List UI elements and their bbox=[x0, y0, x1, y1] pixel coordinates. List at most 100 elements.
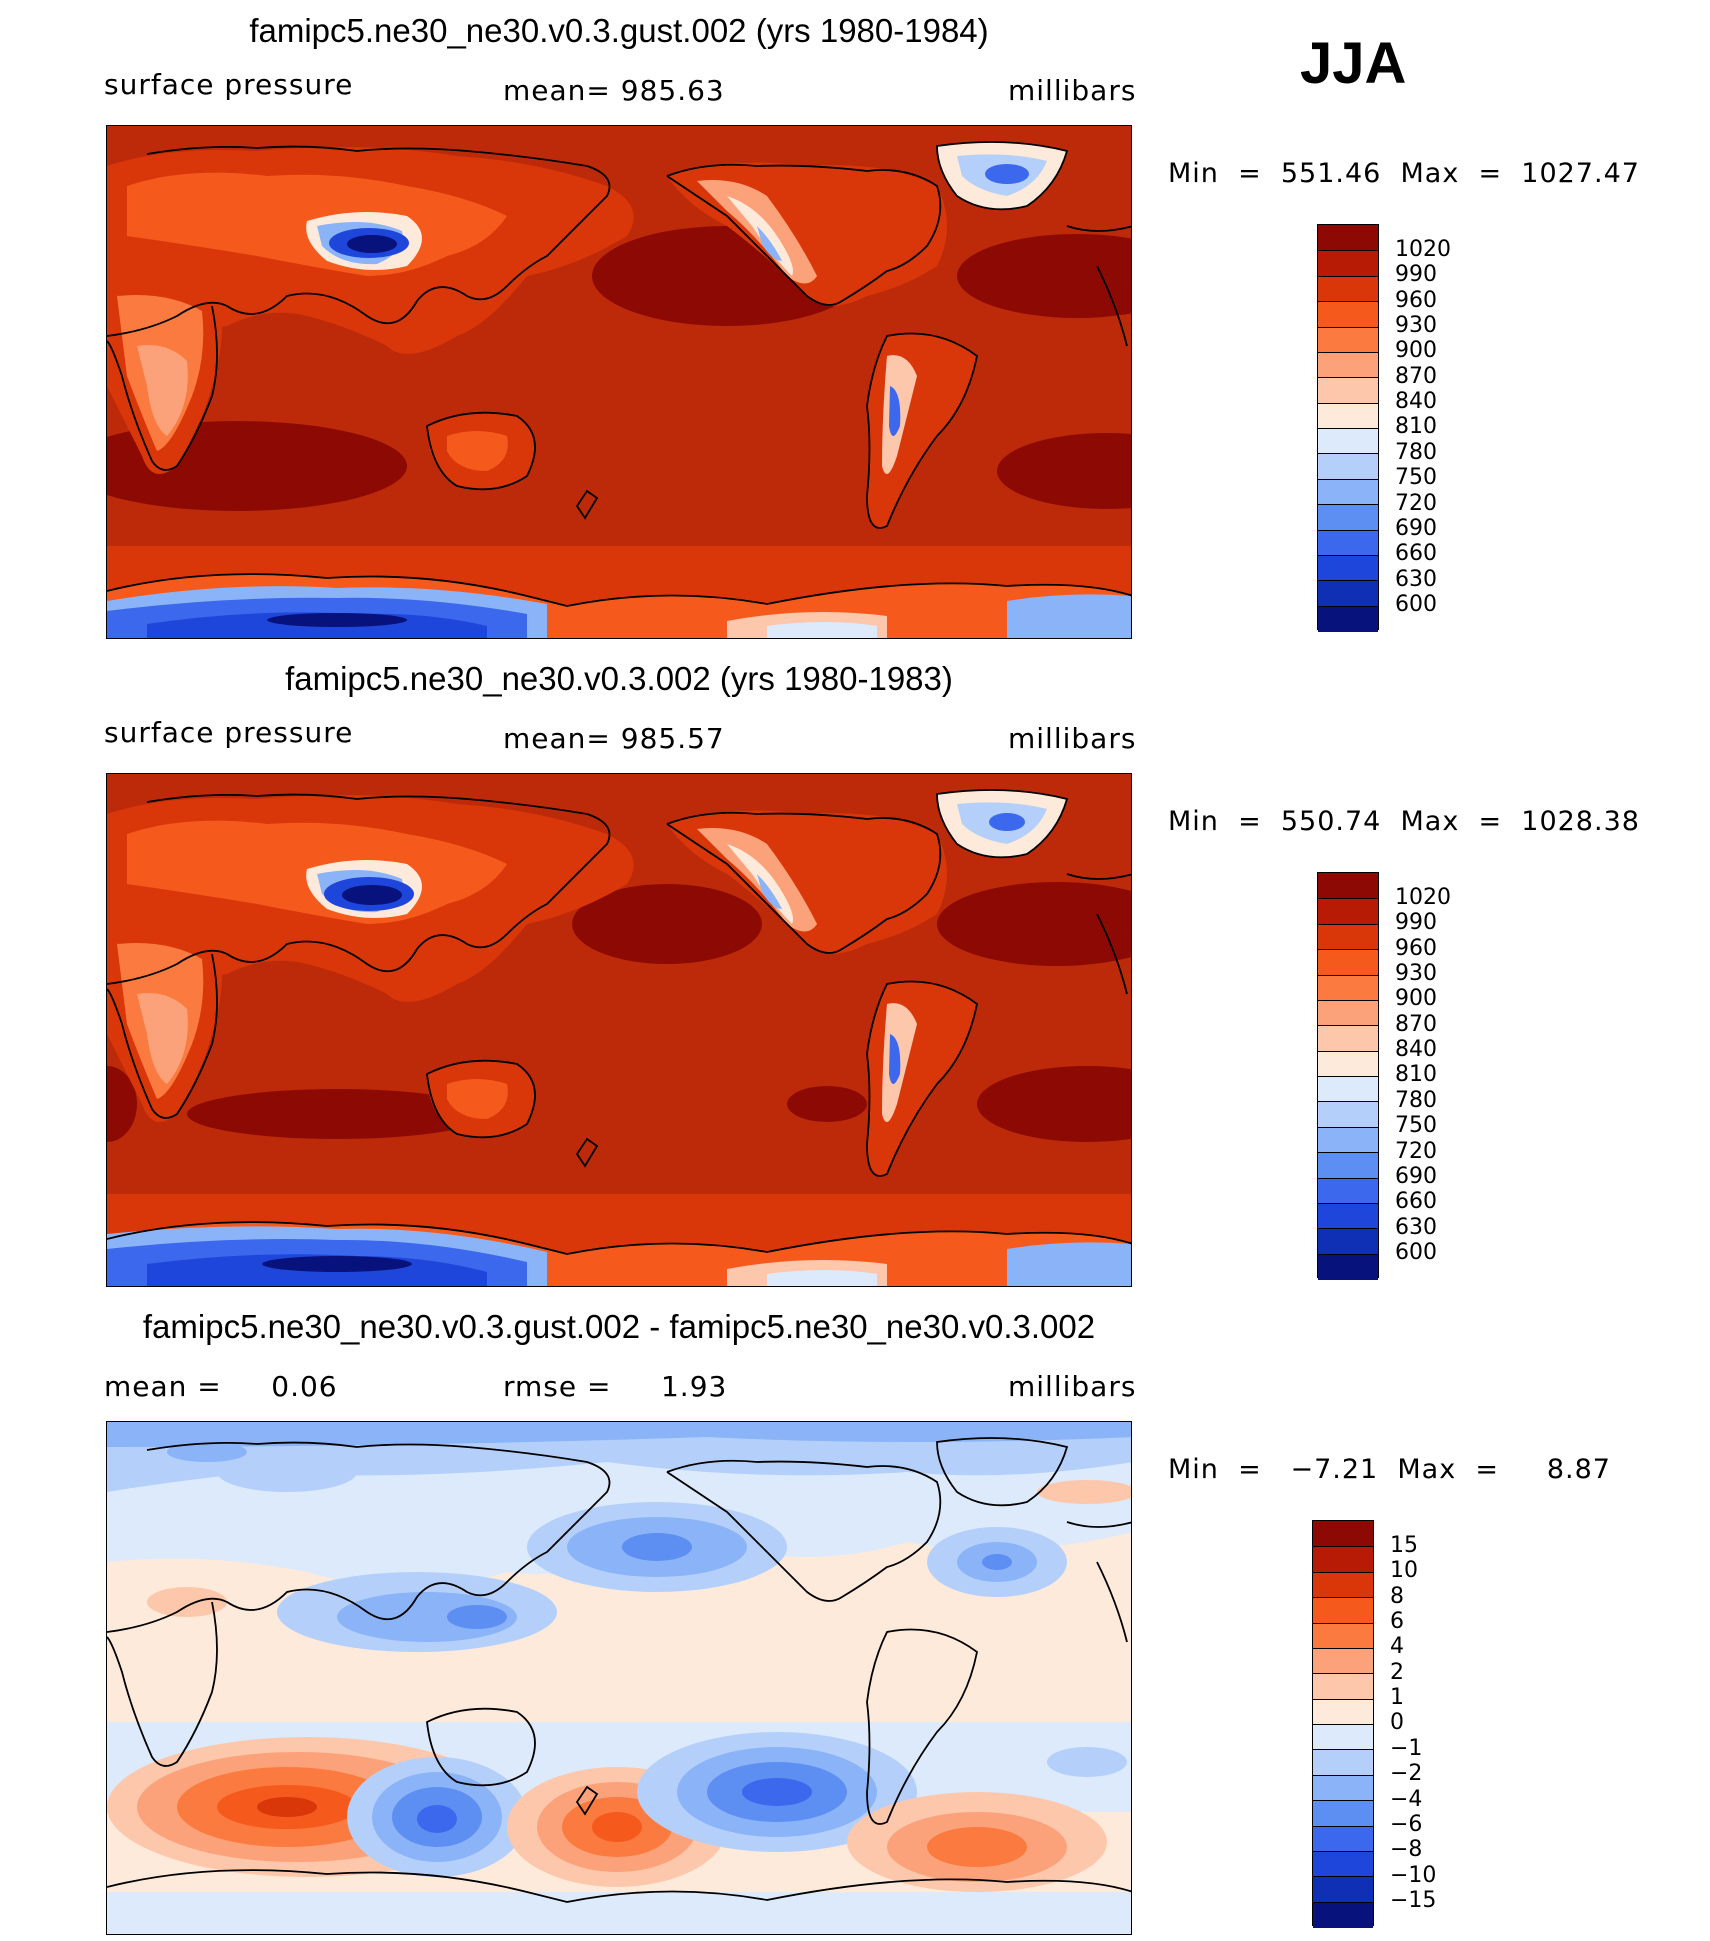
panel1-colorbar-swatch bbox=[1318, 351, 1378, 379]
panel3-colorbar-boxes bbox=[1312, 1520, 1374, 1928]
panel2-colorbar-swatch bbox=[1318, 923, 1378, 951]
panel1-colorbar-swatch bbox=[1318, 453, 1378, 480]
panel1-colorbar-swatch bbox=[1318, 250, 1378, 277]
panel1-colorbar-swatch bbox=[1318, 225, 1378, 251]
panel2-colorbar-swatch bbox=[1318, 1050, 1378, 1077]
panel1-units-label: millibars bbox=[1008, 74, 1137, 107]
panel3-colorbar-swatch bbox=[1313, 1597, 1373, 1624]
panel3-cbar-label: 2 bbox=[1390, 1660, 1404, 1685]
panel3-colorbar-swatch bbox=[1313, 1673, 1373, 1700]
panel2-cbar-label: 690 bbox=[1395, 1164, 1437, 1189]
panel3-colorbar-swatch bbox=[1313, 1774, 1373, 1802]
panel1-left-label: surface pressure bbox=[104, 68, 354, 101]
panel1-colorbar-swatch bbox=[1318, 428, 1378, 455]
panel3-cbar-label: −15 bbox=[1390, 1888, 1437, 1913]
panel1-cbar-label: 900 bbox=[1395, 338, 1437, 363]
panel2-colorbar-swatch bbox=[1318, 974, 1378, 1001]
panel2-cbar-label: 870 bbox=[1395, 1012, 1437, 1037]
panel2-left-label: surface pressure bbox=[104, 716, 354, 749]
panel1-cbar-label: 840 bbox=[1395, 389, 1437, 414]
panel3-cbar-label: 0 bbox=[1390, 1710, 1404, 1735]
panel1-cbar-label: 930 bbox=[1395, 313, 1437, 338]
panel3-cbar-label: −2 bbox=[1390, 1761, 1423, 1786]
panel3-colorbar-swatch bbox=[1313, 1825, 1373, 1852]
panel3-colorbar-swatch bbox=[1313, 1876, 1373, 1903]
panel2-cbar-label: 900 bbox=[1395, 986, 1437, 1011]
panel2-colorbar-swatch bbox=[1318, 1126, 1378, 1154]
panel3-cbar-label: −6 bbox=[1390, 1812, 1423, 1837]
panel1-colorbar-swatch bbox=[1318, 377, 1378, 404]
panel3-colorbar-swatch bbox=[1313, 1521, 1373, 1547]
panel3-colorbar-swatch bbox=[1313, 1647, 1373, 1675]
panel1-cbar-label: 990 bbox=[1395, 262, 1437, 287]
panel1-cbar-label: 600 bbox=[1395, 592, 1437, 617]
panel1-colorbar-boxes bbox=[1317, 224, 1379, 632]
panel3-cbar-label: −10 bbox=[1390, 1863, 1437, 1888]
panel2-colorbar-swatch bbox=[1318, 1025, 1378, 1052]
panel1-colorbar-swatch bbox=[1318, 554, 1378, 582]
panel2-colorbar-swatch bbox=[1318, 1228, 1378, 1255]
panel2-cbar-label: 750 bbox=[1395, 1113, 1437, 1138]
panel2-colorbar-swatch bbox=[1318, 873, 1378, 899]
panel2-colorbar-swatch bbox=[1318, 949, 1378, 976]
panel2-units-label: millibars bbox=[1008, 722, 1137, 755]
panel1-mean-label: mean= 985.63 bbox=[503, 74, 725, 107]
panel3-colorbar-swatch bbox=[1313, 1622, 1373, 1649]
panel1-cbar-label: 780 bbox=[1395, 440, 1437, 465]
panel1-cbar-label: 1020 bbox=[1395, 237, 1451, 262]
panel3-cbar-label: −8 bbox=[1390, 1837, 1423, 1862]
panel2-cbar-label: 600 bbox=[1395, 1240, 1437, 1265]
panel2-colorbar-swatch bbox=[1318, 1152, 1378, 1179]
panel2-colorbar-boxes bbox=[1317, 872, 1379, 1280]
panel2-cbar-label: 660 bbox=[1395, 1189, 1437, 1214]
panel3-units-label: millibars bbox=[1008, 1370, 1137, 1403]
panel1-map bbox=[106, 125, 1132, 639]
panel3-cbar-label: −1 bbox=[1390, 1736, 1423, 1761]
panel1-colorbar-swatch bbox=[1318, 605, 1378, 632]
panel3-colorbar-swatch bbox=[1313, 1724, 1373, 1751]
panel1-cbar-label: 810 bbox=[1395, 414, 1437, 439]
panel2-map bbox=[106, 773, 1132, 1287]
panel2-colorbar-swatch bbox=[1318, 1202, 1378, 1230]
panel2-colorbar-swatch bbox=[1318, 1177, 1378, 1204]
panel2-mean-label: mean= 985.57 bbox=[503, 722, 725, 755]
panel1-cbar-label: 750 bbox=[1395, 465, 1437, 490]
panel1-title: famipc5.ne30_ne30.v0.3.gust.002 (yrs 198… bbox=[249, 12, 989, 49]
panel1-colorbar-swatch bbox=[1318, 275, 1378, 303]
panel3-map bbox=[106, 1421, 1132, 1935]
panel2-cbar-label: 840 bbox=[1395, 1037, 1437, 1062]
panel3-cbar-label: 10 bbox=[1390, 1558, 1418, 1583]
panel2-colorbar-swatch bbox=[1318, 1101, 1378, 1128]
panel1-colorbar-swatch bbox=[1318, 301, 1378, 328]
panel3-cbar-label: 1 bbox=[1390, 1685, 1404, 1710]
panel1-cbar-label: 690 bbox=[1395, 516, 1437, 541]
panel2-colorbar-swatch bbox=[1318, 999, 1378, 1027]
panel3-colorbar-swatch bbox=[1313, 1800, 1373, 1827]
panel3-cbar-label: 8 bbox=[1390, 1584, 1404, 1609]
panel1-cbar-label: 870 bbox=[1395, 364, 1437, 389]
panel1-colorbar-swatch bbox=[1318, 580, 1378, 607]
panel2-colorbar-swatch bbox=[1318, 898, 1378, 925]
panel1-cbar-label: 630 bbox=[1395, 567, 1437, 592]
panel3-colorbar-swatch bbox=[1313, 1901, 1373, 1928]
panel1-colorbar-swatch bbox=[1318, 478, 1378, 506]
panel2-cbar-label: 960 bbox=[1395, 936, 1437, 961]
panel3-colorbar-swatch bbox=[1313, 1546, 1373, 1573]
panel1-cbar-label: 720 bbox=[1395, 491, 1437, 516]
panel3-cbar-label: 15 bbox=[1390, 1533, 1418, 1558]
panel1-colorbar-swatch bbox=[1318, 402, 1378, 429]
panel3-title: famipc5.ne30_ne30.v0.3.gust.002 - famipc… bbox=[142, 1308, 1096, 1345]
panel1-minmax: Min = 551.46 Max = 1027.47 bbox=[1168, 158, 1640, 189]
panel1-cbar-label: 660 bbox=[1395, 541, 1437, 566]
panel2-colorbar-swatch bbox=[1318, 1076, 1378, 1103]
panel2-cbar-label: 630 bbox=[1395, 1215, 1437, 1240]
panel3-colorbar-swatch bbox=[1313, 1571, 1373, 1599]
panel1-colorbar-swatch bbox=[1318, 504, 1378, 531]
panel3-mean-label: mean = 0.06 bbox=[104, 1370, 338, 1403]
panel2-cbar-label: 990 bbox=[1395, 910, 1437, 935]
panel3-cbar-label: −4 bbox=[1390, 1787, 1423, 1812]
panel1-colorbar-swatch bbox=[1318, 326, 1378, 353]
panel2-colorbar-swatch bbox=[1318, 1253, 1378, 1280]
panel3-cbar-label: 4 bbox=[1390, 1634, 1404, 1659]
panel2-cbar-label: 930 bbox=[1395, 961, 1437, 986]
